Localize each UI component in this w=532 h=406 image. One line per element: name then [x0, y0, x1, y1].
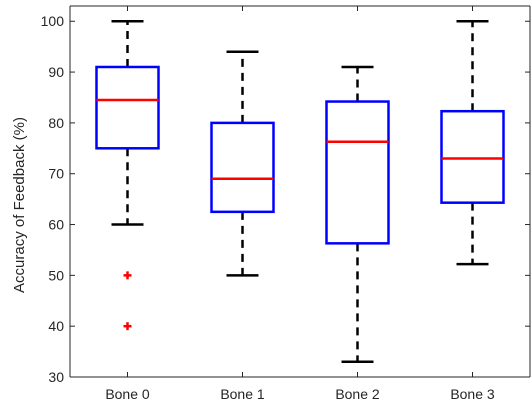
- iqr-box: [210, 121, 275, 214]
- y-tick-label: 80: [48, 115, 64, 131]
- box-group-3: [440, 19, 505, 266]
- iqr-box: [440, 109, 505, 204]
- axes: 30 40 50 60 70 80 90 100 Bone 0 Bone 1 Bone 2 Bone …: [41, 5, 531, 402]
- x-tick-label: Bone 1: [220, 386, 265, 402]
- x-tick-label: Bone 2: [335, 386, 380, 402]
- outlier-marker: [123, 322, 132, 331]
- iqr-box: [325, 100, 390, 245]
- y-tick-label: 100: [41, 13, 65, 29]
- box-group-0: [95, 19, 160, 331]
- y-tick-label: 50: [48, 267, 64, 283]
- y-tick-label: 70: [48, 166, 64, 182]
- iqr-box: [95, 65, 160, 150]
- x-tick-label: Bone 0: [105, 386, 150, 402]
- box-series: [95, 19, 505, 364]
- x-tick-label: Bone 3: [450, 386, 495, 402]
- y-tick-label: 40: [48, 318, 64, 334]
- y-tick-label: 30: [48, 369, 64, 385]
- y-tick-label: 60: [48, 217, 64, 233]
- y-axis-label: Accuracy of Feedback (%): [11, 117, 28, 293]
- box-group-1: [210, 50, 275, 277]
- box-group-2: [325, 65, 390, 364]
- outlier-marker: [123, 271, 132, 280]
- y-tick-label: 90: [48, 64, 64, 80]
